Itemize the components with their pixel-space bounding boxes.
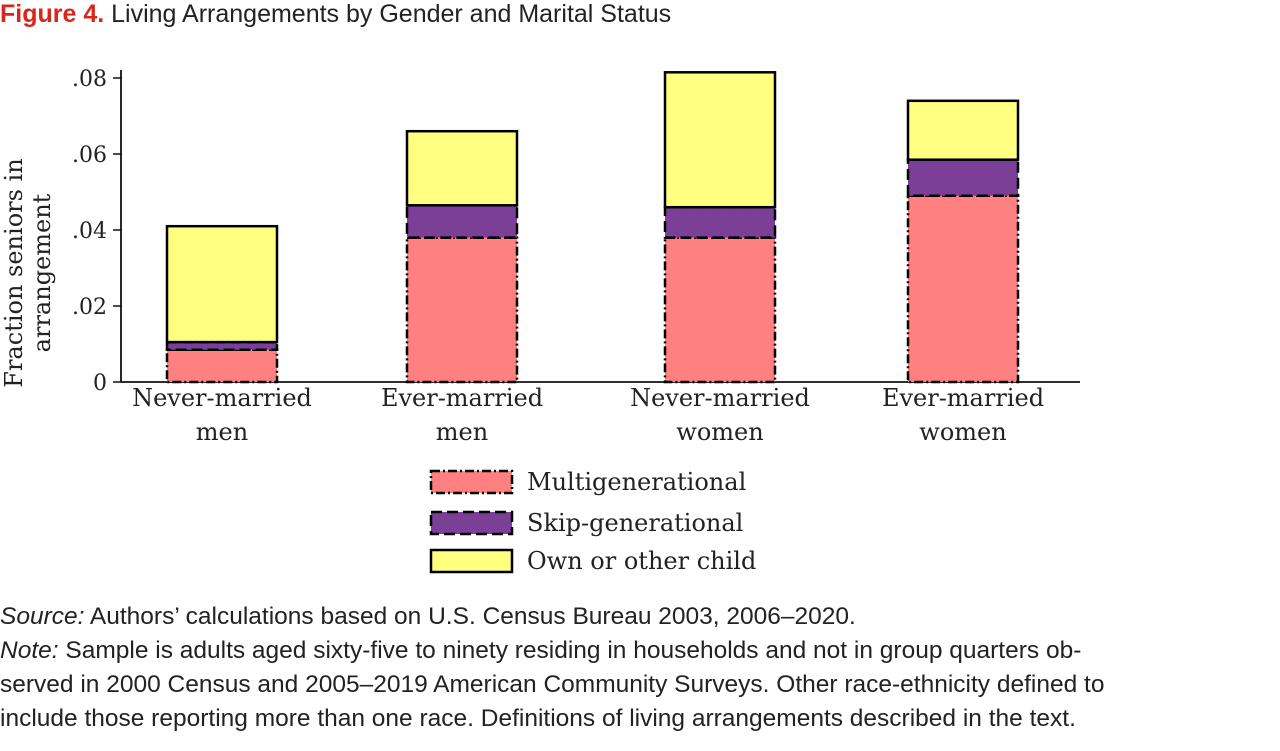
note-line-2: served in 2000 Census and 2005–2019 Amer… [0, 671, 1105, 698]
note-line-3: include those reporting more than one ra… [0, 705, 1076, 732]
legend-label: Multigenerational [527, 468, 746, 496]
note-line-1: Note: Sample is adults aged sixty-five t… [0, 634, 1280, 668]
y-tick-label: 0 [93, 371, 107, 396]
legend-label: Skip-generational [527, 509, 743, 537]
x-tick-label-line: Ever-married [882, 384, 1044, 412]
legend-swatch [429, 548, 514, 574]
bar-segment [663, 71, 777, 209]
figure-title: Figure 4. Living Arrangements by Gender … [0, 0, 671, 29]
bar-segment [906, 194, 1020, 384]
y-axis-label-line1: Fraction seniors in [0, 158, 28, 387]
legend-swatch [429, 510, 514, 536]
note-text-1: Sample is adults aged sixty-five to nine… [58, 637, 1082, 664]
y-axis-label-line2: arrangement [28, 193, 56, 352]
bar-segment [663, 205, 777, 239]
y-tick-label: .02 [72, 295, 107, 320]
source-line: Source: Authors’ calculations based on U… [0, 600, 1280, 634]
bar-segment [405, 204, 519, 239]
legend-label: Own or other child [527, 547, 756, 575]
bar-segment [405, 236, 519, 384]
x-tick-label-line: women [676, 418, 763, 446]
bar-segment [165, 224, 279, 344]
x-tick-label: Never-married men [132, 384, 312, 446]
y-tick-label: .04 [72, 219, 107, 244]
stacked-bar-chart: Fraction seniors in arrangement 0 .02 .04.… [0, 67, 1080, 575]
bar-segment [405, 129, 519, 207]
bar-segment [165, 348, 279, 384]
y-tick-label: .06 [72, 143, 107, 168]
x-tick-label-line: women [919, 418, 1006, 446]
y-tick-label: .08 [72, 67, 107, 92]
legend: Multigenerational Skip-generational Own or… [429, 468, 756, 575]
figure-title-text: Living Arrangements by Gender and Marita… [111, 0, 672, 28]
note-label: Note: [0, 637, 59, 664]
x-tick-label: Never-married women [630, 384, 810, 446]
y-axis-label: Fraction seniors in arrangement [0, 158, 56, 387]
x-tick-label-line: Never-married [630, 384, 810, 412]
x-tick-label-line: men [436, 418, 488, 446]
x-tick-label-line: Never-married [132, 384, 312, 412]
x-tick-label: Ever-married men [381, 384, 543, 446]
legend-swatch [429, 469, 514, 495]
source-label: Source: [0, 603, 85, 630]
figure-label: Figure 4. [0, 0, 105, 28]
x-tick-label: Ever-married women [882, 384, 1044, 446]
bar-segment [906, 158, 1020, 198]
figure-notes: Source: Authors’ calculations based on U… [0, 600, 1280, 736]
source-text: Authors’ calculations based on U.S. Cens… [84, 603, 856, 630]
bars [165, 71, 1020, 384]
x-tick-label-line: Ever-married [381, 384, 543, 412]
bar-segment [906, 99, 1020, 161]
x-tick-label-line: men [196, 418, 248, 446]
bar-segment [663, 236, 777, 384]
